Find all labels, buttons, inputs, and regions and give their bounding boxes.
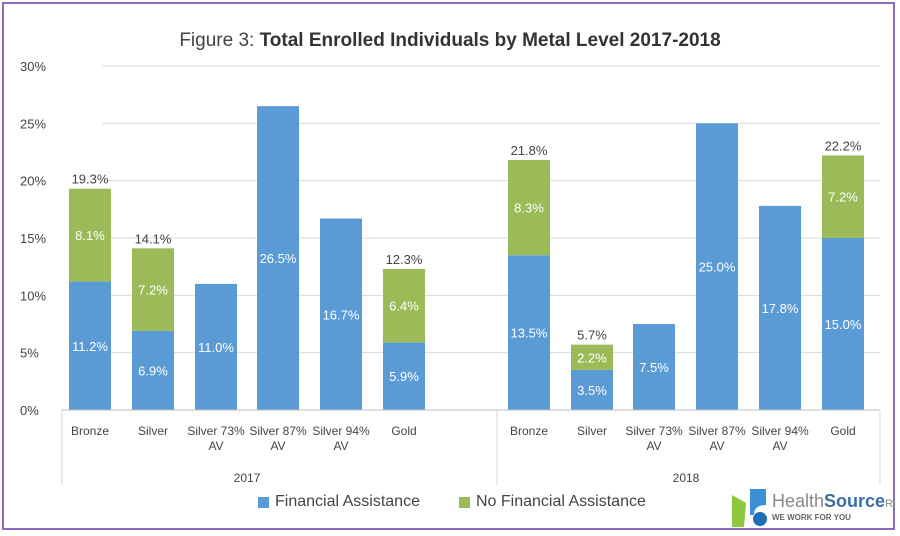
total-label: 12.3%	[386, 252, 423, 267]
y-tick-label: 5%	[20, 346, 39, 361]
bar-financial-assistance	[257, 106, 299, 410]
category-label: AV	[709, 439, 724, 453]
data-label: 7.5%	[639, 360, 669, 375]
data-label: 11.2%	[72, 339, 108, 354]
category-label: Gold	[830, 424, 855, 438]
bar-financial-assistance	[69, 281, 111, 410]
bar-no-financial-assistance	[132, 248, 174, 331]
bar-financial-assistance	[696, 123, 738, 410]
title-main: Total Enrolled Individuals by Metal Leve…	[259, 30, 721, 51]
category-label: AV	[208, 439, 223, 453]
legend-swatch-green	[459, 496, 470, 508]
healthsource-ri-logo: HealthSourceRI WE WORK FOR YOU	[730, 485, 896, 530]
legend-label: Financial Assistance	[275, 493, 420, 510]
data-label: 2.2%	[577, 350, 607, 365]
legend-no-financial-assistance: No Financial Assistance	[459, 493, 646, 511]
legend-label: No Financial Assistance	[476, 493, 646, 510]
data-label: 5.9%	[389, 369, 419, 384]
y-tick-label: 15%	[20, 231, 46, 246]
y-tick-label: 20%	[20, 174, 46, 189]
category-label: Silver 73%	[187, 424, 245, 438]
group-label: 2017	[234, 471, 261, 485]
category-label: AV	[772, 439, 787, 453]
data-label: 8.1%	[75, 228, 105, 243]
category-label: Silver 87%	[249, 424, 307, 438]
bar-financial-assistance	[383, 342, 425, 410]
category-label: Silver 73%	[625, 424, 683, 438]
bar-financial-assistance	[571, 369, 613, 410]
data-label: 3.5%	[577, 383, 607, 398]
group-label: 2018	[673, 471, 700, 485]
bar-no-financial-assistance	[571, 344, 613, 370]
y-tick-label: 10%	[20, 288, 46, 303]
category-label: AV	[270, 439, 285, 453]
y-tick-label: 25%	[20, 116, 46, 131]
total-label: 14.1%	[135, 231, 172, 246]
data-label: 11.0%	[198, 340, 234, 355]
y-tick-label: 0%	[20, 403, 39, 418]
data-label: 6.9%	[138, 363, 168, 378]
bar-financial-assistance	[132, 330, 174, 410]
bar-no-financial-assistance	[69, 188, 111, 282]
category-label: Silver 94%	[312, 424, 370, 438]
y-tick-label: 30%	[20, 59, 46, 74]
data-label: 13.5%	[511, 326, 548, 341]
logo-tagline: WE WORK FOR YOU	[772, 513, 851, 522]
total-label: 5.7%	[577, 328, 607, 343]
category-label: Silver	[138, 424, 168, 438]
logo-mark-icon	[732, 489, 767, 527]
total-label: 19.3%	[72, 172, 109, 187]
bar-financial-assistance	[633, 324, 675, 410]
data-label: 6.4%	[389, 299, 419, 314]
total-label: 21.8%	[511, 143, 548, 158]
legend-swatch-blue	[258, 496, 269, 508]
bar-no-financial-assistance	[383, 268, 425, 343]
category-label: Silver 87%	[688, 424, 746, 438]
bar-no-financial-assistance	[508, 160, 550, 256]
logo-text: HealthSourceRI	[772, 491, 897, 511]
total-label: 22.2%	[825, 138, 862, 153]
category-label: Silver 94%	[751, 424, 809, 438]
category-label: Silver	[577, 424, 607, 438]
bar-no-financial-assistance	[822, 155, 864, 238]
bar-financial-assistance	[320, 218, 362, 410]
category-label: Bronze	[510, 424, 548, 438]
category-label: AV	[333, 439, 348, 453]
bar-financial-assistance	[759, 205, 801, 410]
chart-border	[2, 2, 895, 530]
bar-financial-assistance	[822, 238, 864, 410]
data-label: 15.0%	[825, 317, 862, 332]
data-label: 7.2%	[828, 190, 858, 205]
data-label: 16.7%	[323, 307, 360, 322]
bar-financial-assistance	[195, 283, 237, 410]
title-prefix: Figure 3:	[179, 30, 260, 51]
legend-financial-assistance: Financial Assistance	[258, 493, 420, 511]
data-label: 8.3%	[514, 201, 544, 216]
category-label: Gold	[391, 424, 416, 438]
data-label: 25.0%	[699, 260, 736, 275]
bar-financial-assistance	[508, 255, 550, 410]
data-label: 17.8%	[762, 301, 799, 316]
data-label: 7.2%	[138, 283, 168, 298]
category-label: Bronze	[71, 424, 109, 438]
chart-title: Figure 3: Total Enrolled Individuals by …	[0, 30, 900, 52]
data-label: 26.5%	[260, 251, 297, 266]
category-label: AV	[646, 439, 661, 453]
